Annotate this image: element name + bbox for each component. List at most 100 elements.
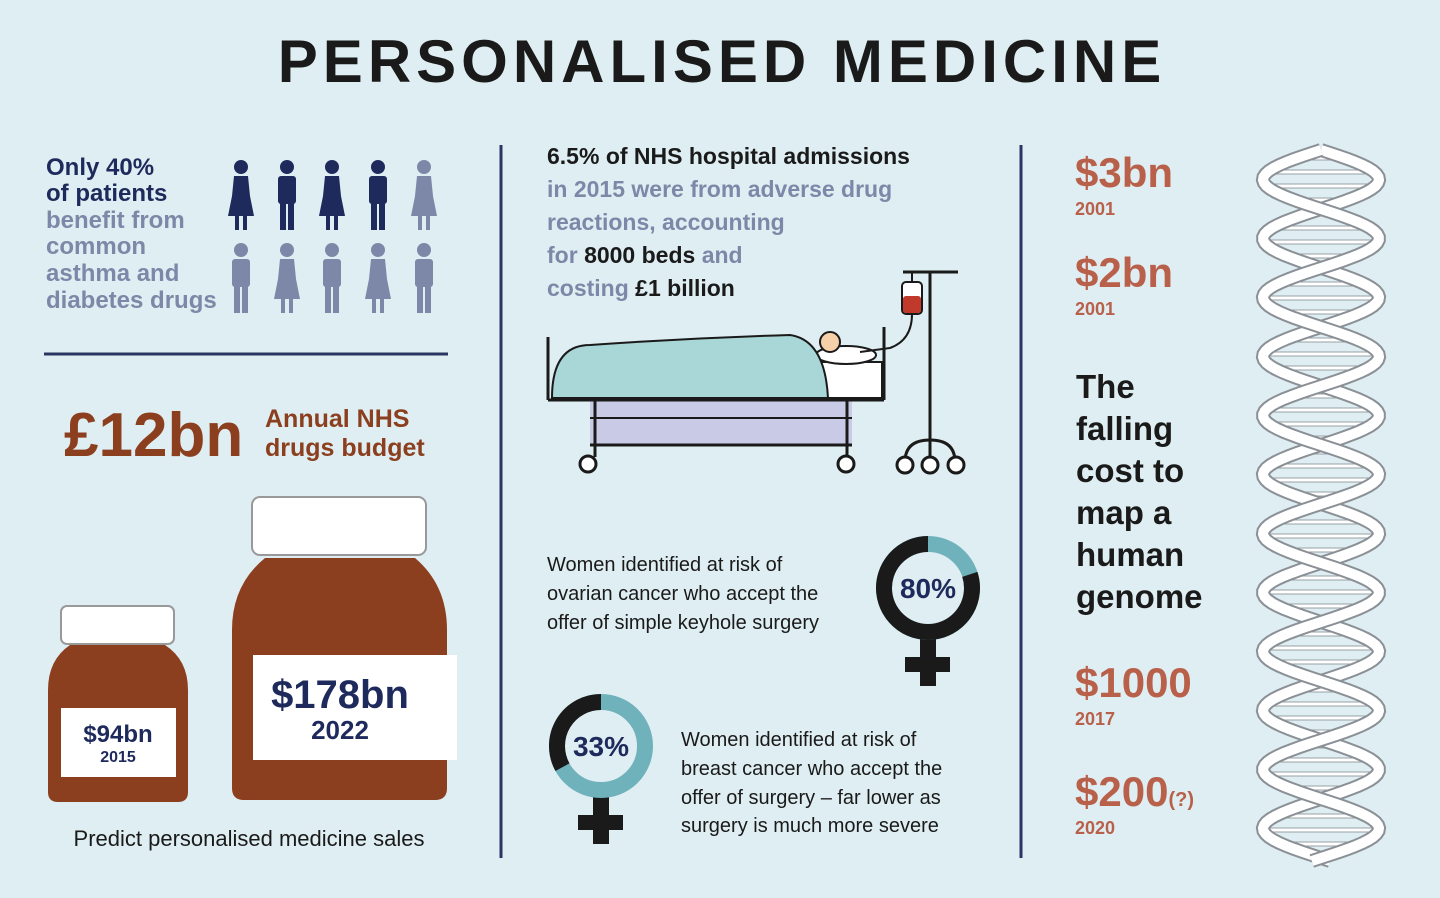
- admissions-text: 6.5% of NHS hospital admissions: [547, 143, 910, 169]
- cost-amount: $1000: [1075, 659, 1192, 706]
- person-legs: [371, 202, 377, 230]
- person-legs: [281, 299, 285, 313]
- admissions-text: in 2015 were from adverse drug: [547, 176, 892, 202]
- budget-label: drugs budget: [265, 434, 425, 462]
- person-legs: [326, 216, 330, 230]
- person-body: [228, 176, 254, 216]
- cost-amount: $3bn: [1075, 149, 1173, 196]
- cost-note: (?): [1168, 789, 1194, 811]
- person-legs: [379, 202, 385, 230]
- person-legs: [372, 299, 376, 313]
- person-legs: [235, 216, 239, 230]
- ring-arc: [549, 694, 602, 772]
- person-head: [417, 243, 431, 257]
- person-icon: [228, 160, 254, 230]
- female-symbol: [549, 694, 653, 844]
- patients-text: diabetes drugs: [46, 287, 217, 314]
- person-legs: [288, 202, 294, 230]
- person-icon: [411, 160, 437, 230]
- person-icon: [415, 243, 433, 313]
- sales-caption: Predict personalised medicine sales: [74, 826, 425, 851]
- person-body: [232, 259, 250, 287]
- sales-year: 2022: [311, 715, 369, 745]
- person-legs: [242, 285, 248, 313]
- person-legs: [426, 216, 430, 230]
- patients-text: of patients: [46, 180, 167, 207]
- budget-amount: £12bn: [64, 401, 243, 470]
- genome-title: map a: [1076, 494, 1172, 531]
- cost-amount: $200(?): [1075, 768, 1194, 815]
- ovarian-text: Women identified at risk of: [547, 554, 783, 576]
- cost-year: 2001: [1075, 299, 1115, 319]
- person-body: [365, 259, 391, 299]
- breast-text: surgery is much more severe: [681, 815, 939, 837]
- dna-helix: [1255, 143, 1387, 868]
- genome-title: cost to: [1076, 452, 1184, 489]
- person-head: [371, 243, 385, 257]
- person-icon: [274, 243, 300, 313]
- sales-amount: $178bn: [271, 673, 409, 717]
- person-icon: [232, 243, 250, 313]
- bottle-small: [48, 605, 188, 802]
- sales-amount: $94bn: [83, 721, 152, 748]
- person-head: [325, 160, 339, 174]
- person-icon: [278, 160, 296, 230]
- person-legs: [234, 285, 240, 313]
- admissions-text: reactions, accounting: [547, 209, 785, 235]
- cost-year: 2020: [1075, 818, 1115, 838]
- ring-arc: [876, 536, 980, 640]
- sales-year: 2015: [100, 749, 136, 766]
- percent-label: 80%: [900, 573, 956, 604]
- person-body: [369, 176, 387, 204]
- person-legs: [417, 285, 423, 313]
- person-icon: [323, 243, 341, 313]
- cost-year: 2017: [1075, 709, 1115, 729]
- person-head: [234, 160, 248, 174]
- text-span: for: [547, 242, 584, 268]
- person-legs: [280, 202, 286, 230]
- genome-title: falling: [1076, 410, 1173, 447]
- person-legs: [333, 285, 339, 313]
- cost-amount: $2bn: [1075, 249, 1173, 296]
- genome-title: genome: [1076, 578, 1203, 615]
- ovarian-text: offer of simple keyhole surgery: [547, 612, 819, 634]
- budget-label: Annual NHS: [265, 405, 409, 433]
- text-span: £1 billion: [635, 275, 735, 301]
- patients-text: common: [46, 233, 146, 260]
- breast-text: offer of surgery – far lower as: [681, 787, 941, 809]
- admissions-text: for 8000 beds and: [547, 242, 743, 268]
- person-legs: [289, 299, 293, 313]
- patients-text: Only 40%: [46, 154, 154, 181]
- person-body: [278, 176, 296, 204]
- patients-text: asthma and: [46, 260, 179, 287]
- person-head: [280, 243, 294, 257]
- person-body: [323, 259, 341, 287]
- person-body: [411, 176, 437, 216]
- helix-strand: [1257, 145, 1385, 866]
- person-body: [415, 259, 433, 287]
- person-legs: [418, 216, 422, 230]
- genome-title: The: [1076, 368, 1135, 405]
- bottle-large: [232, 496, 457, 800]
- breast-text: breast cancer who accept the: [681, 758, 942, 780]
- person-head: [280, 160, 294, 174]
- person-icon: [319, 160, 345, 230]
- person-head: [325, 243, 339, 257]
- person-legs: [380, 299, 384, 313]
- title: PERSONALISED MEDICINE: [278, 28, 1166, 95]
- person-body: [274, 259, 300, 299]
- person-icon: [365, 243, 391, 313]
- text-span: costing: [547, 275, 635, 301]
- percent-label: 33%: [573, 731, 629, 762]
- person-body: [319, 176, 345, 216]
- breast-text: Women identified at risk of: [681, 729, 917, 751]
- text-span: 8000 beds: [584, 242, 695, 268]
- people-icons: [228, 160, 437, 313]
- person-head: [417, 160, 431, 174]
- person-head: [234, 243, 248, 257]
- genome-title: human: [1076, 536, 1184, 573]
- ovarian-text: ovarian cancer who accept the: [547, 583, 818, 605]
- hospital-bed: [546, 270, 966, 475]
